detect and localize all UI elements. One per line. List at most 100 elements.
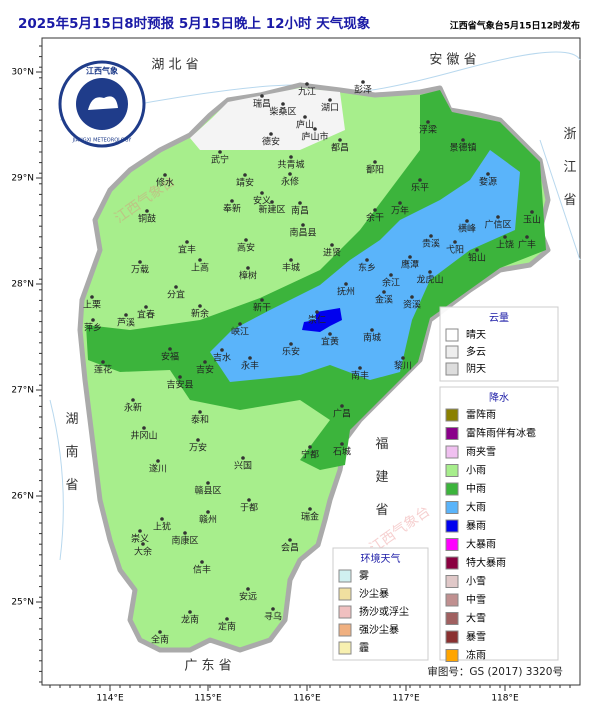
legend-label: 小雨 (466, 465, 486, 477)
city-dot (185, 240, 189, 244)
city-dot (486, 172, 490, 176)
city-label: 景德镇 (449, 142, 476, 154)
legend-title: 降水 (489, 391, 509, 404)
city-label: 石城 (333, 447, 351, 458)
lon-label: 116°E (293, 694, 321, 704)
city-label: 新建区 (258, 204, 285, 216)
city-dot (178, 375, 182, 379)
city-dot (198, 410, 202, 414)
legend-label: 雷阵雨伴有冰雹 (466, 427, 536, 440)
city-label: 广信区 (484, 219, 511, 231)
city-label: 广昌 (333, 408, 351, 420)
city-label: 樟树 (239, 270, 257, 282)
city-dot (260, 191, 264, 195)
city-label: 井冈山 (130, 430, 157, 442)
city-dot (340, 442, 344, 446)
city-dot (248, 356, 252, 360)
city-label: 南丰 (351, 370, 369, 382)
city-label: 黎川 (394, 360, 412, 372)
city-dot (220, 348, 224, 352)
city-label: 都昌 (331, 143, 349, 154)
city-dot (303, 115, 307, 119)
city-dot (241, 456, 245, 460)
city-dot (289, 342, 293, 346)
city-dot (269, 132, 273, 136)
legend-swatch (445, 501, 459, 514)
legend-swatch (445, 556, 459, 570)
city-dot (131, 398, 135, 402)
city-dot (198, 304, 202, 308)
city-dot (340, 404, 344, 408)
city-dot (288, 172, 292, 176)
city-dot (270, 200, 274, 204)
city-label: 永新 (124, 402, 142, 414)
city-label: 吉水 (213, 352, 231, 364)
city-dot (246, 266, 250, 270)
city-label: 峡江 (231, 326, 249, 338)
legend-label: 强沙尘暴 (359, 624, 399, 636)
legend-swatch (338, 569, 352, 583)
city-dot (428, 270, 432, 274)
city-label: 万年 (391, 205, 409, 217)
legend-title: 环境天气 (361, 552, 401, 565)
legend-label: 晴天 (466, 328, 486, 341)
city-dot (305, 82, 309, 86)
city-dot (308, 507, 312, 511)
legend-swatch (338, 641, 352, 655)
city-label: 永修 (281, 176, 299, 188)
city-dot (124, 313, 128, 317)
rainstorm-area (302, 308, 342, 332)
city-dot (382, 290, 386, 294)
legend-swatch (445, 328, 459, 342)
legend-swatch (445, 427, 459, 440)
city-label: 上高 (191, 262, 209, 274)
city-label: 浮梁 (419, 124, 437, 136)
legend-swatch (445, 445, 459, 459)
legend-swatch (445, 362, 459, 376)
city-label: 南康区 (171, 535, 198, 547)
city-label: 广丰 (518, 239, 536, 251)
city-dot (453, 240, 457, 244)
legend-label: 雷阵雨 (466, 408, 496, 421)
city-dot (101, 360, 105, 364)
city-label: 铅山 (468, 252, 486, 264)
city-label: 吉安 (196, 364, 214, 376)
city-label: 瑞昌 (253, 98, 271, 110)
city-label: 瑞金 (301, 511, 319, 523)
city-label: 永丰 (241, 360, 259, 372)
city-label: 余江 (382, 277, 400, 289)
moderate-rain-area (86, 90, 546, 470)
city-label: 庐山 (296, 119, 314, 131)
city-dot (313, 127, 317, 131)
city-dot (183, 531, 187, 535)
city-dot (145, 209, 149, 213)
city-label: 泰和 (191, 414, 209, 426)
city-dot (410, 295, 414, 299)
city-dot (238, 322, 242, 326)
city-dot (90, 295, 94, 299)
province-label: 安 徽 省 (429, 53, 476, 68)
city-dot (289, 258, 293, 262)
city-label: 万安 (189, 442, 207, 454)
province-label: 福 建 省 (373, 436, 389, 523)
city-label: 武宁 (211, 154, 229, 166)
legend-label: 暴雪 (466, 631, 486, 643)
city-dot (271, 607, 275, 611)
legend-swatch (445, 649, 459, 662)
legend-swatch (445, 593, 459, 607)
city-label: 安福 (161, 351, 179, 363)
city-label: 定南 (218, 621, 236, 633)
lon-label: 118°E (491, 694, 519, 704)
city-dot (225, 617, 229, 621)
city-dot (338, 138, 342, 142)
city-label: 德安 (262, 136, 280, 148)
city-dot (141, 542, 145, 546)
city-dot (401, 356, 405, 360)
city-label: 遂川 (149, 463, 167, 475)
logo-english: JIANGXI METEOROLOGY (72, 138, 133, 144)
lat-label: 28°N (11, 280, 34, 290)
legend-label: 雨夹雪 (466, 445, 496, 458)
city-dot (218, 150, 222, 154)
city-dot (142, 426, 146, 430)
